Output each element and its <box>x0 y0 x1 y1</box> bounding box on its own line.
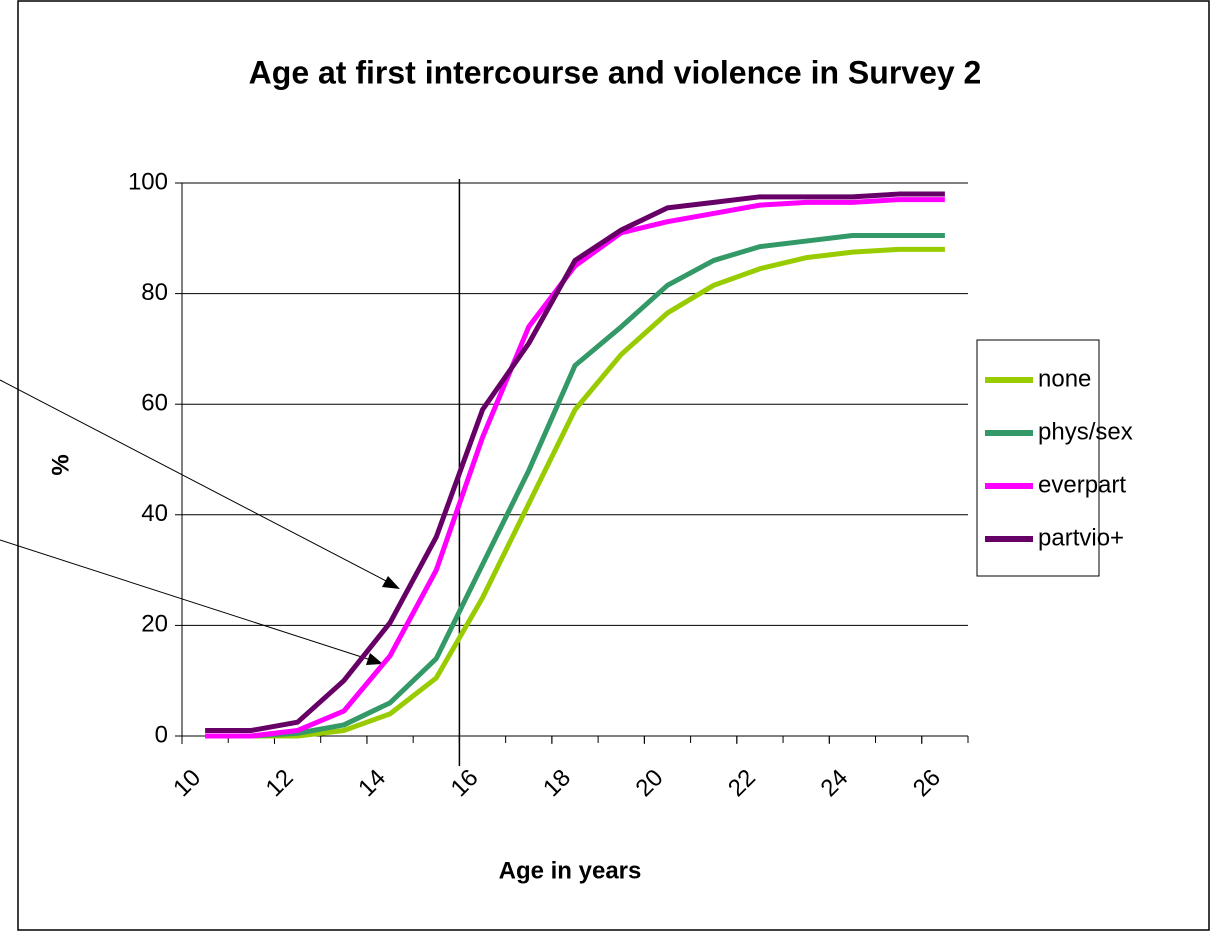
legend-label: none <box>1038 365 1091 392</box>
annotation-arrow <box>0 379 393 585</box>
series-line <box>205 233 945 739</box>
series-line <box>205 197 945 739</box>
y-tick-label: 80 <box>141 279 168 306</box>
legend-label: phys/sex <box>1038 418 1133 445</box>
annotation-arrow <box>0 539 375 662</box>
legend-label: everpart <box>1038 471 1126 498</box>
series-line <box>205 246 945 739</box>
series-line <box>205 191 945 733</box>
y-tick-label: 0 <box>155 721 168 748</box>
chart-title: Age at first intercourse and violence in… <box>249 54 982 90</box>
y-tick-label: 100 <box>128 168 168 195</box>
y-tick-label: 20 <box>141 611 168 638</box>
annotation-arrowhead <box>366 653 383 665</box>
annotation-arrowhead <box>382 576 400 589</box>
x-axis-label: Age in years <box>499 857 642 884</box>
y-tick-label: 40 <box>141 500 168 527</box>
y-axis-label: % <box>47 454 74 475</box>
y-tick-label: 60 <box>141 390 168 417</box>
legend-label: partvio+ <box>1038 524 1124 551</box>
